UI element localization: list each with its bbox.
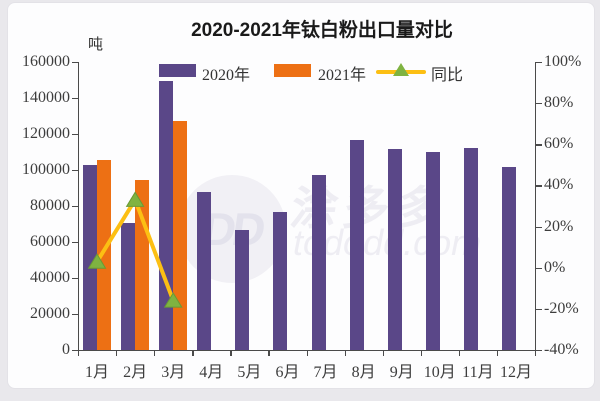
x-axis-tick (230, 351, 232, 356)
bar-2020-2月 (121, 222, 136, 350)
left-axis-unit-label: 吨 (88, 37, 104, 53)
month-label: 8月 (351, 364, 376, 381)
y-axis-tick-label: 80000 (30, 197, 70, 214)
y-axis-tick (72, 98, 78, 100)
y-axis-tick-label: 140000 (22, 89, 70, 106)
secondary-y-axis-tick-label: 40% (544, 176, 574, 194)
y-axis-line (78, 62, 80, 350)
legend-label-2020: 2020年 (202, 67, 251, 84)
bar-2021-1月 (97, 159, 112, 350)
y-axis-tick (72, 62, 78, 64)
legend-label-yoy: 同比 (431, 67, 464, 84)
month-label: 5月 (237, 364, 262, 381)
secondary-y-axis-tick (536, 185, 542, 187)
month-label: 3月 (161, 364, 186, 381)
secondary-y-axis-tick (536, 62, 542, 64)
bar-2020-6月 (273, 211, 288, 350)
bar-2020-5月 (235, 230, 250, 350)
x-axis-tick (192, 351, 194, 356)
y-axis-tick (72, 170, 78, 172)
yoy-triangle-marker (87, 253, 107, 269)
x-axis-tick (458, 351, 461, 356)
month-label: 2月 (123, 364, 148, 381)
month-label: 9月 (389, 364, 414, 381)
y-axis-tick (72, 242, 78, 244)
y-axis-tick-label: 60000 (30, 233, 70, 250)
yoy-triangle-marker (163, 292, 183, 308)
x-axis-tick (268, 351, 270, 356)
legend-label-2021: 2021年 (318, 67, 367, 84)
bar-2020-8月 (349, 140, 364, 350)
secondary-y-axis-line (535, 62, 537, 350)
y-axis-tick (72, 134, 78, 136)
month-label: 6月 (275, 364, 300, 381)
x-axis-line (78, 350, 536, 352)
secondary-y-axis-tick-label: 20% (544, 217, 574, 235)
bar-2020-3月 (159, 81, 174, 350)
bar-2021-3月 (173, 121, 188, 350)
bar-2020-12月 (501, 167, 516, 350)
y-axis-tick-label: 0 (62, 341, 70, 358)
bar-2020-10月 (425, 151, 440, 350)
x-axis-tick (306, 351, 308, 356)
secondary-y-axis-tick (536, 267, 542, 269)
y-axis-tick (72, 278, 78, 280)
bar-2020-1月 (83, 165, 98, 350)
secondary-y-axis-tick (536, 308, 542, 311)
chart-title: 2020-2021年钛白粉出口量对比 (191, 20, 453, 41)
secondary-y-axis-tick-label: -40% (544, 341, 579, 358)
y-axis-tick-label: 40000 (30, 269, 70, 286)
y-axis-tick-label: 20000 (30, 305, 70, 322)
legend-triangle-marker-icon (393, 63, 409, 76)
x-axis-tick (420, 351, 423, 356)
bar-2020-7月 (311, 175, 326, 350)
month-label: 1月 (85, 364, 110, 381)
y-axis-tick (72, 206, 78, 208)
month-label: 7月 (313, 364, 338, 381)
secondary-y-axis-tick-label: 60% (544, 135, 574, 153)
secondary-y-axis-tick (536, 350, 542, 352)
bar-2020-11月 (463, 147, 478, 350)
x-axis-tick (496, 351, 499, 356)
y-axis-tick (72, 314, 78, 316)
y-axis-tick (72, 350, 78, 352)
secondary-y-axis-tick-label: -20% (544, 299, 579, 317)
x-axis-tick (154, 351, 156, 356)
x-axis-tick (535, 351, 537, 356)
secondary-y-axis-tick (536, 226, 542, 228)
secondary-y-axis-tick-label: 100% (544, 53, 582, 70)
bar-2020-4月 (197, 191, 212, 350)
month-label: 10月 (423, 364, 456, 381)
secondary-y-axis-tick (536, 144, 542, 146)
yoy-triangle-marker (125, 191, 145, 207)
legend-swatch-2021 (274, 64, 311, 77)
month-label: 12月 (499, 364, 532, 381)
secondary-y-axis-tick-label: 80% (544, 94, 574, 112)
x-axis-tick (78, 351, 80, 356)
secondary-y-axis-tick (536, 103, 542, 105)
y-axis-tick-label: 120000 (22, 125, 70, 142)
x-axis-tick (116, 351, 118, 356)
month-label: 4月 (199, 364, 224, 381)
x-axis-tick (344, 351, 346, 356)
y-axis-tick-label: 100000 (22, 161, 70, 178)
secondary-y-axis-tick-label: 0% (544, 258, 566, 276)
legend-swatch-2020 (159, 64, 196, 77)
month-label: 11月 (462, 364, 494, 381)
y-axis-tick-label: 160000 (22, 53, 70, 70)
x-axis-tick (382, 351, 384, 356)
yoy-line (95, 195, 176, 303)
bar-2020-9月 (387, 149, 402, 350)
